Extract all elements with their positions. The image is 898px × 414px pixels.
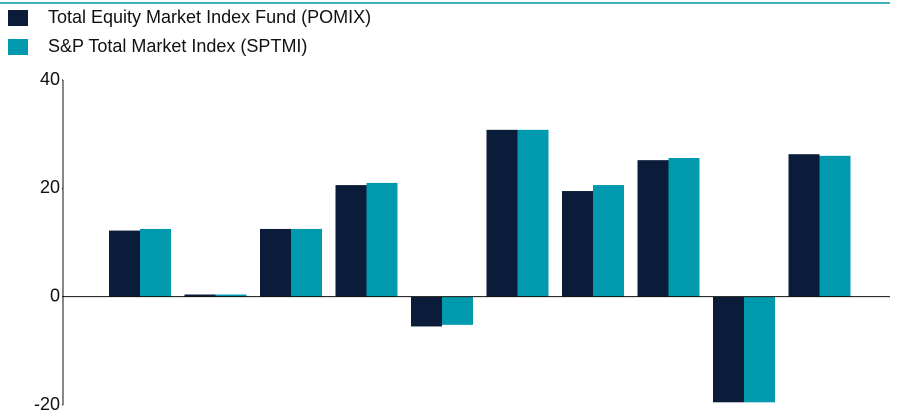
- bar: [260, 228, 291, 297]
- bar: [637, 160, 669, 297]
- y-tick-label: -20: [34, 394, 60, 414]
- bar: [411, 296, 442, 327]
- bar: [819, 155, 851, 297]
- y-tick-label: 20: [40, 177, 60, 197]
- bar: [486, 129, 518, 297]
- bar: [215, 294, 247, 297]
- bar: [713, 296, 744, 403]
- legend-swatch: [8, 39, 28, 55]
- bar: [562, 191, 593, 297]
- legend-swatch: [8, 10, 28, 26]
- legend-label: Total Equity Market Index Fund (POMIX): [48, 7, 371, 27]
- bar: [109, 230, 140, 297]
- bar: [291, 228, 322, 297]
- legend-label: S&P Total Market Index (SPTMI): [48, 36, 307, 56]
- bar: [184, 294, 216, 297]
- bar: [140, 228, 171, 297]
- bar: [366, 182, 398, 297]
- y-tick-label: 40: [40, 69, 60, 89]
- bar: [788, 154, 820, 297]
- bar: [517, 129, 549, 297]
- bar: [335, 185, 367, 297]
- bar: [593, 185, 624, 297]
- bar: [668, 158, 700, 297]
- y-tick-label: 0: [50, 285, 60, 305]
- bar: [442, 296, 473, 325]
- bar: [744, 296, 775, 403]
